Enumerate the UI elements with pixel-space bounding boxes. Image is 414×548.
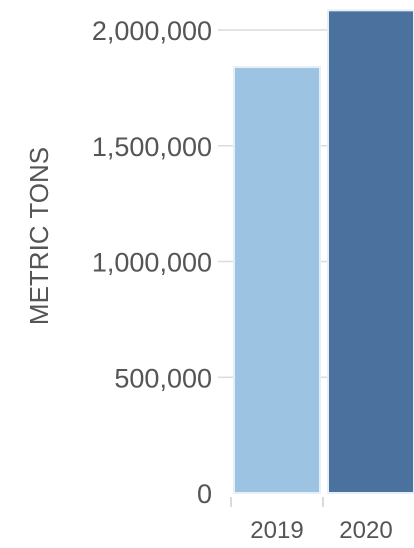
y-tick-label: 500,000 <box>114 363 212 393</box>
category-labels: 2019 2020 <box>250 517 392 544</box>
bars <box>233 9 414 494</box>
y-tick-label: 2,000,000 <box>92 16 212 46</box>
y-tick-label: 1,000,000 <box>92 248 212 278</box>
bar-rect <box>233 66 321 494</box>
bar-2019 <box>233 66 321 494</box>
y-tick-label: 1,500,000 <box>92 132 212 162</box>
y-axis-title: METRIC TONS <box>24 147 54 325</box>
x-tick-label: 2019 <box>250 517 303 544</box>
bar-2020 <box>327 9 414 494</box>
y-tick-label: 0 <box>197 479 212 509</box>
x-tick-label: 2020 <box>339 517 392 544</box>
x-axis-ticks <box>230 497 324 507</box>
bar-rect <box>327 9 414 494</box>
y-tick-labels: 0 500,000 1,000,000 1,500,000 2,000,000 <box>92 16 212 509</box>
